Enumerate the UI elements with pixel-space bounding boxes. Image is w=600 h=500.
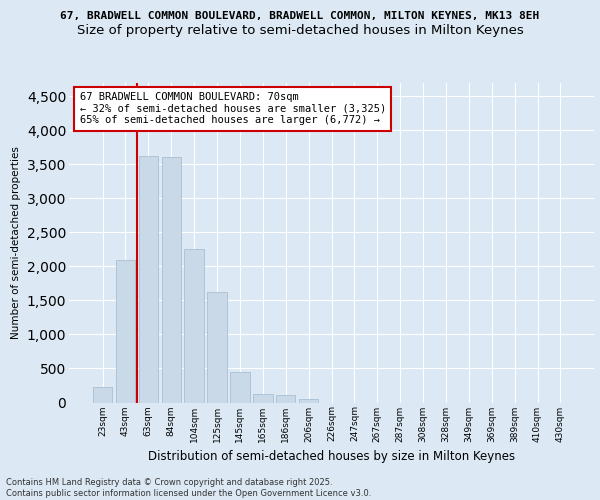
X-axis label: Distribution of semi-detached houses by size in Milton Keynes: Distribution of semi-detached houses by … <box>148 450 515 463</box>
Text: Contains HM Land Registry data © Crown copyright and database right 2025.
Contai: Contains HM Land Registry data © Crown c… <box>6 478 371 498</box>
Bar <box>208 292 227 403</box>
Bar <box>253 394 272 402</box>
Text: Size of property relative to semi-detached houses in Milton Keynes: Size of property relative to semi-detach… <box>77 24 523 37</box>
Y-axis label: Number of semi-detached properties: Number of semi-detached properties <box>11 146 21 339</box>
Text: 67 BRADWELL COMMON BOULEVARD: 70sqm
← 32% of semi-detached houses are smaller (3: 67 BRADWELL COMMON BOULEVARD: 70sqm ← 32… <box>79 92 386 126</box>
Bar <box>230 372 250 402</box>
Bar <box>184 250 204 402</box>
Text: 67, BRADWELL COMMON BOULEVARD, BRADWELL COMMON, MILTON KEYNES, MK13 8EH: 67, BRADWELL COMMON BOULEVARD, BRADWELL … <box>61 11 539 21</box>
Bar <box>276 395 295 402</box>
Bar <box>116 260 135 402</box>
Bar <box>161 158 181 402</box>
Bar <box>93 387 112 402</box>
Bar <box>139 156 158 402</box>
Bar <box>299 399 319 402</box>
